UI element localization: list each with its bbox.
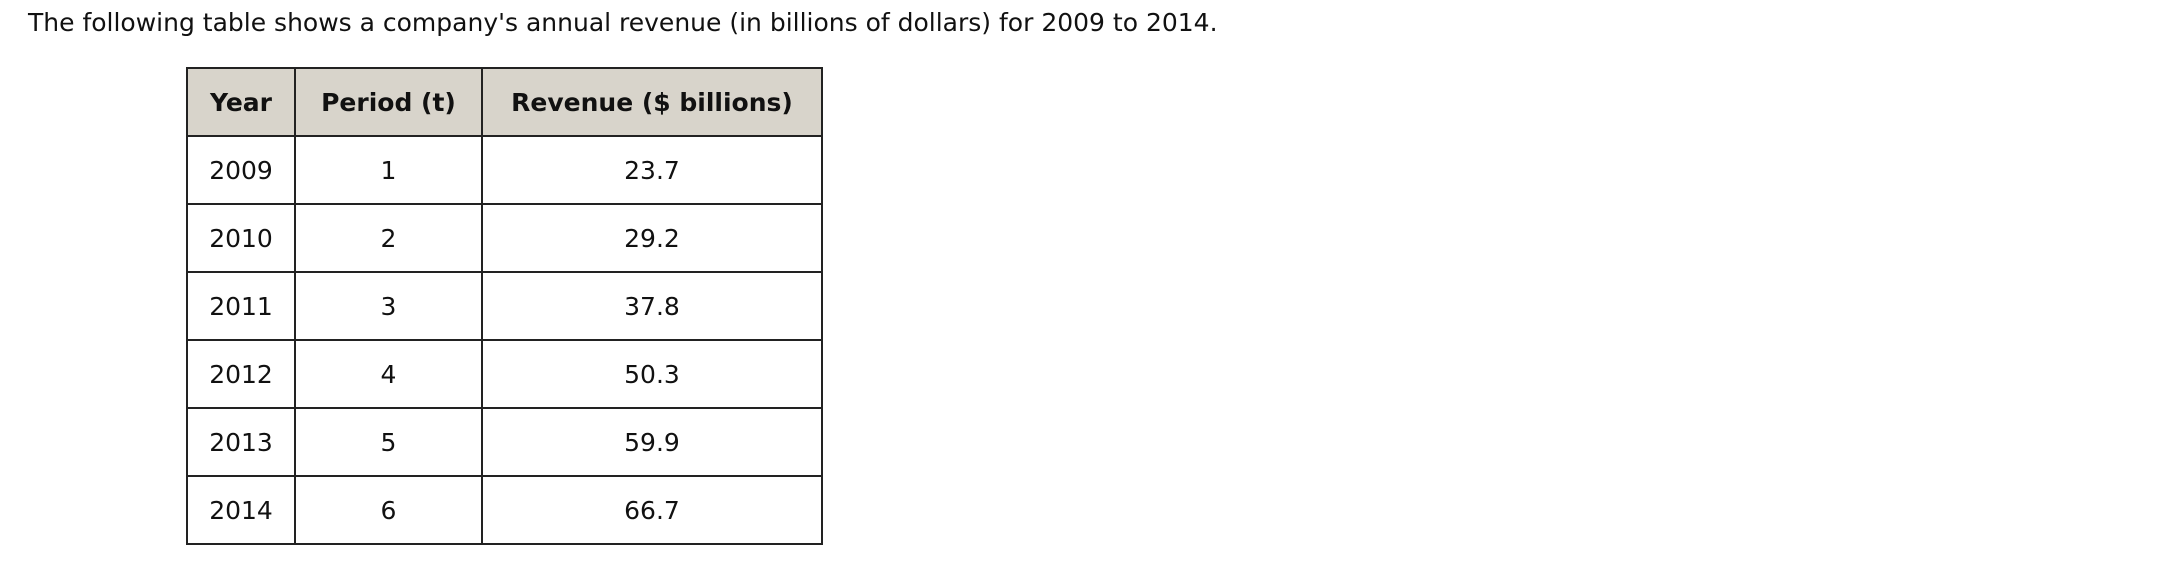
table-body: 2009 1 23.7 2010 2 29.2 2011 3 37.8 2012 4 50.3 2013…: [186, 135, 823, 545]
table-cell: 66.7: [481, 475, 823, 545]
table-cell: 6: [294, 475, 483, 545]
header-row: Year Period (t) Revenue ($ billions): [186, 67, 823, 137]
table-cell: 2010: [186, 203, 296, 273]
table-row: 2009 1 23.7: [186, 135, 823, 205]
table-cell: 1: [294, 135, 483, 205]
table-cell: 2: [294, 203, 483, 273]
header-cell: Period (t): [294, 67, 483, 137]
caption: The following table shows a company's an…: [28, 8, 1218, 37]
table-cell: 2014: [186, 475, 296, 545]
table-row: 2013 5 59.9: [186, 407, 823, 477]
table-cell: 2009: [186, 135, 296, 205]
table-row: 2011 3 37.8: [186, 271, 823, 341]
table-row: 2010 2 29.2: [186, 203, 823, 273]
table-cell: 29.2: [481, 203, 823, 273]
table-cell: 50.3: [481, 339, 823, 409]
table-cell: 2011: [186, 271, 296, 341]
revenue-table: Year Period (t) Revenue ($ billions) 2009 1…: [186, 67, 823, 545]
table-cell: 4: [294, 339, 483, 409]
table-row: 2012 4 50.3: [186, 339, 823, 409]
table-cell: 2013: [186, 407, 296, 477]
table-cell: 3: [294, 271, 483, 341]
table-cell: 2012: [186, 339, 296, 409]
table-cell: 59.9: [481, 407, 823, 477]
table-cell: 23.7: [481, 135, 823, 205]
table-row: 2014 6 66.7: [186, 475, 823, 545]
header-cell: Year: [186, 67, 296, 137]
table-cell: 5: [294, 407, 483, 477]
table-cell: 37.8: [481, 271, 823, 341]
header-cell: Revenue ($ billions): [481, 67, 823, 137]
